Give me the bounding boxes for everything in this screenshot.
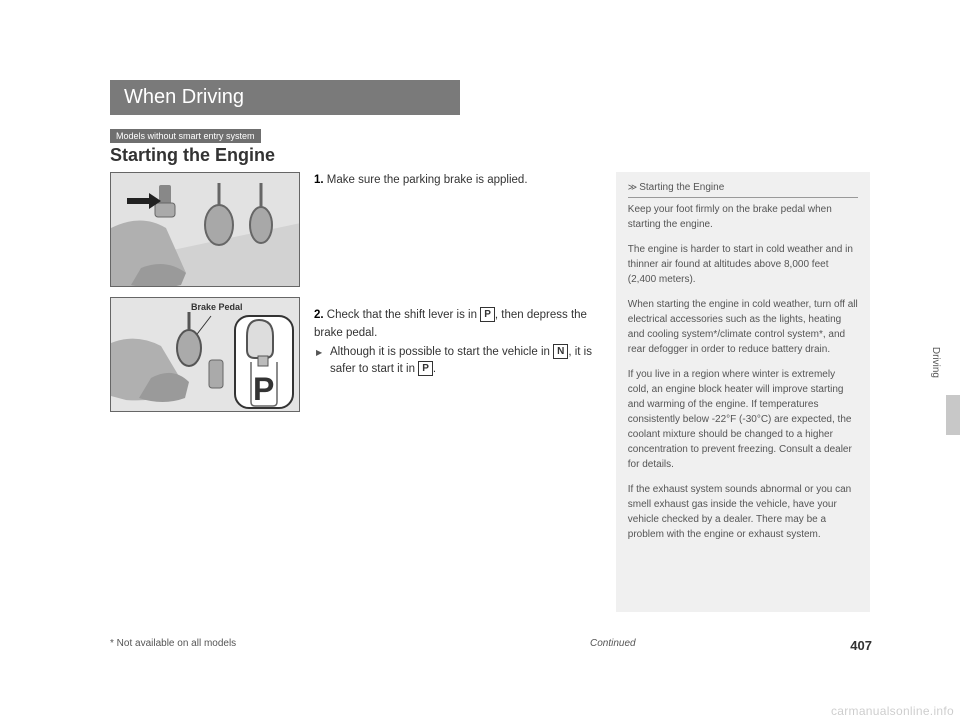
side-p2: The engine is harder to start in cold we… [628, 242, 858, 287]
steps-column: 1. Make sure the parking brake is applie… [314, 172, 602, 612]
step-2-num: 2. [314, 309, 324, 321]
step-2-sub: Although it is possible to start the veh… [314, 344, 602, 379]
gear-p2: P [418, 361, 433, 376]
gear-n: N [553, 344, 568, 359]
step-1-text: Make sure the parking brake is applied. [324, 174, 528, 186]
brake-pedal-label: Brake Pedal [191, 302, 243, 312]
step-1-num: 1. [314, 174, 324, 186]
gear-p: P [480, 307, 495, 322]
step-2-sub-a: Although it is possible to start the veh… [330, 346, 553, 358]
side-p1: Keep your foot firmly on the brake pedal… [628, 202, 858, 232]
side-tab [946, 395, 960, 435]
page-title: Starting the Engine [110, 145, 870, 166]
footer: * Not available on all models Continued … [110, 638, 872, 649]
step-2-text-a: Check that the shift lever is in [324, 309, 481, 321]
watermark: carmanualsonline.info [831, 704, 954, 718]
side-notes-title: Starting the Engine [628, 180, 858, 198]
side-p4: If you live in a region where winter is … [628, 367, 858, 472]
footnote: * Not available on all models [110, 638, 236, 649]
page-number: 407 [850, 638, 872, 653]
side-p5: If the exhaust system sounds abnormal or… [628, 482, 858, 542]
svg-text:P: P [253, 371, 274, 407]
side-p3: When starting the engine in cold weather… [628, 297, 858, 357]
side-section-label: Driving [930, 347, 941, 378]
step-2-sub-c: . [433, 363, 436, 375]
figures-column: Brake Pedal [110, 172, 300, 612]
step-1: 1. Make sure the parking brake is applie… [314, 172, 602, 189]
continued-label: Continued [590, 638, 636, 649]
figure-brake-pedal: Brake Pedal [110, 297, 300, 412]
figure-parking-brake [110, 172, 300, 287]
step-2: 2. Check that the shift lever is in P, t… [314, 307, 602, 378]
section-header: When Driving [110, 80, 460, 115]
side-notes: Starting the Engine Keep your foot firml… [616, 172, 870, 612]
model-tag: Models without smart entry system [110, 129, 261, 143]
